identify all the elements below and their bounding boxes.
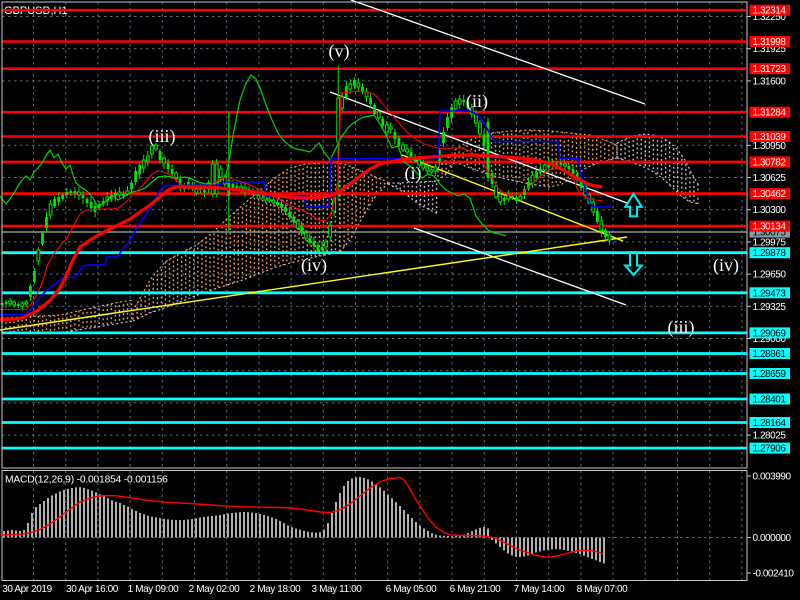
- svg-text:1.28861: 1.28861: [753, 349, 787, 360]
- svg-text:MACD(12,26,9) -0.001854 -0.001: MACD(12,26,9) -0.001854 -0.001156: [5, 475, 168, 486]
- svg-text:30 Apr 2019: 30 Apr 2019: [2, 584, 52, 595]
- svg-text:6 May 21:00: 6 May 21:00: [450, 584, 501, 595]
- svg-text:1.31039: 1.31039: [753, 132, 787, 143]
- svg-text:2 May 02:00: 2 May 02:00: [189, 584, 240, 595]
- svg-text:1.32250: 1.32250: [753, 12, 787, 23]
- svg-text:1.29069: 1.29069: [753, 328, 787, 339]
- svg-text:6 May 05:00: 6 May 05:00: [386, 584, 437, 595]
- svg-text:1.30075: 1.30075: [753, 228, 787, 239]
- svg-text:1.31600: 1.31600: [753, 76, 787, 87]
- svg-text:1.30462: 1.30462: [753, 189, 787, 200]
- svg-text:1.29000: 1.29000: [753, 334, 787, 345]
- svg-text:1.30300: 1.30300: [753, 205, 787, 216]
- svg-text:7 May 14:00: 7 May 14:00: [514, 584, 565, 595]
- svg-text:(iv): (iv): [713, 255, 739, 276]
- svg-text:1.29878: 1.29878: [753, 248, 787, 259]
- svg-text:1.28025: 1.28025: [753, 431, 787, 442]
- svg-text:(ii): (ii): [466, 91, 488, 112]
- svg-text:1.32314: 1.32314: [753, 6, 787, 17]
- svg-text:-0.002410: -0.002410: [753, 569, 795, 580]
- svg-text:8 May 07:00: 8 May 07:00: [577, 584, 628, 595]
- svg-text:2 May 18:00: 2 May 18:00: [250, 584, 301, 595]
- svg-text:1.30782: 1.30782: [753, 157, 787, 168]
- svg-text:1.29473: 1.29473: [753, 288, 787, 299]
- svg-text:1 May 09:00: 1 May 09:00: [128, 584, 179, 595]
- svg-text:1.30950: 1.30950: [753, 141, 787, 152]
- svg-text:1.29325: 1.29325: [753, 302, 787, 313]
- svg-text:(iii): (iii): [668, 317, 695, 338]
- svg-text:(iii): (iii): [149, 126, 176, 147]
- svg-text:1.31925: 1.31925: [753, 44, 787, 55]
- svg-text:1.28401: 1.28401: [753, 395, 787, 406]
- svg-text:1.30625: 1.30625: [753, 173, 787, 184]
- svg-text:1.29650: 1.29650: [753, 270, 787, 281]
- svg-text:1.31723: 1.31723: [753, 64, 787, 75]
- svg-text:0.000000: 0.000000: [753, 533, 792, 544]
- svg-text:1.30134: 1.30134: [753, 222, 787, 233]
- svg-text:1.28164: 1.28164: [753, 418, 787, 429]
- svg-text:1.31284: 1.31284: [753, 108, 787, 119]
- svg-text:(iv): (iv): [301, 255, 327, 276]
- svg-text:30 Apr 16:00: 30 Apr 16:00: [66, 584, 119, 595]
- svg-text:1.27906: 1.27906: [753, 444, 787, 455]
- svg-text:(v): (v): [329, 41, 350, 62]
- svg-text:(i): (i): [405, 163, 422, 184]
- svg-text:0.003990: 0.003990: [753, 472, 792, 483]
- svg-text:1.28659: 1.28659: [753, 369, 787, 380]
- svg-text:1.31998: 1.31998: [753, 37, 787, 48]
- svg-text:3 May 11:00: 3 May 11:00: [312, 584, 363, 595]
- svg-text:1.29975: 1.29975: [753, 237, 787, 248]
